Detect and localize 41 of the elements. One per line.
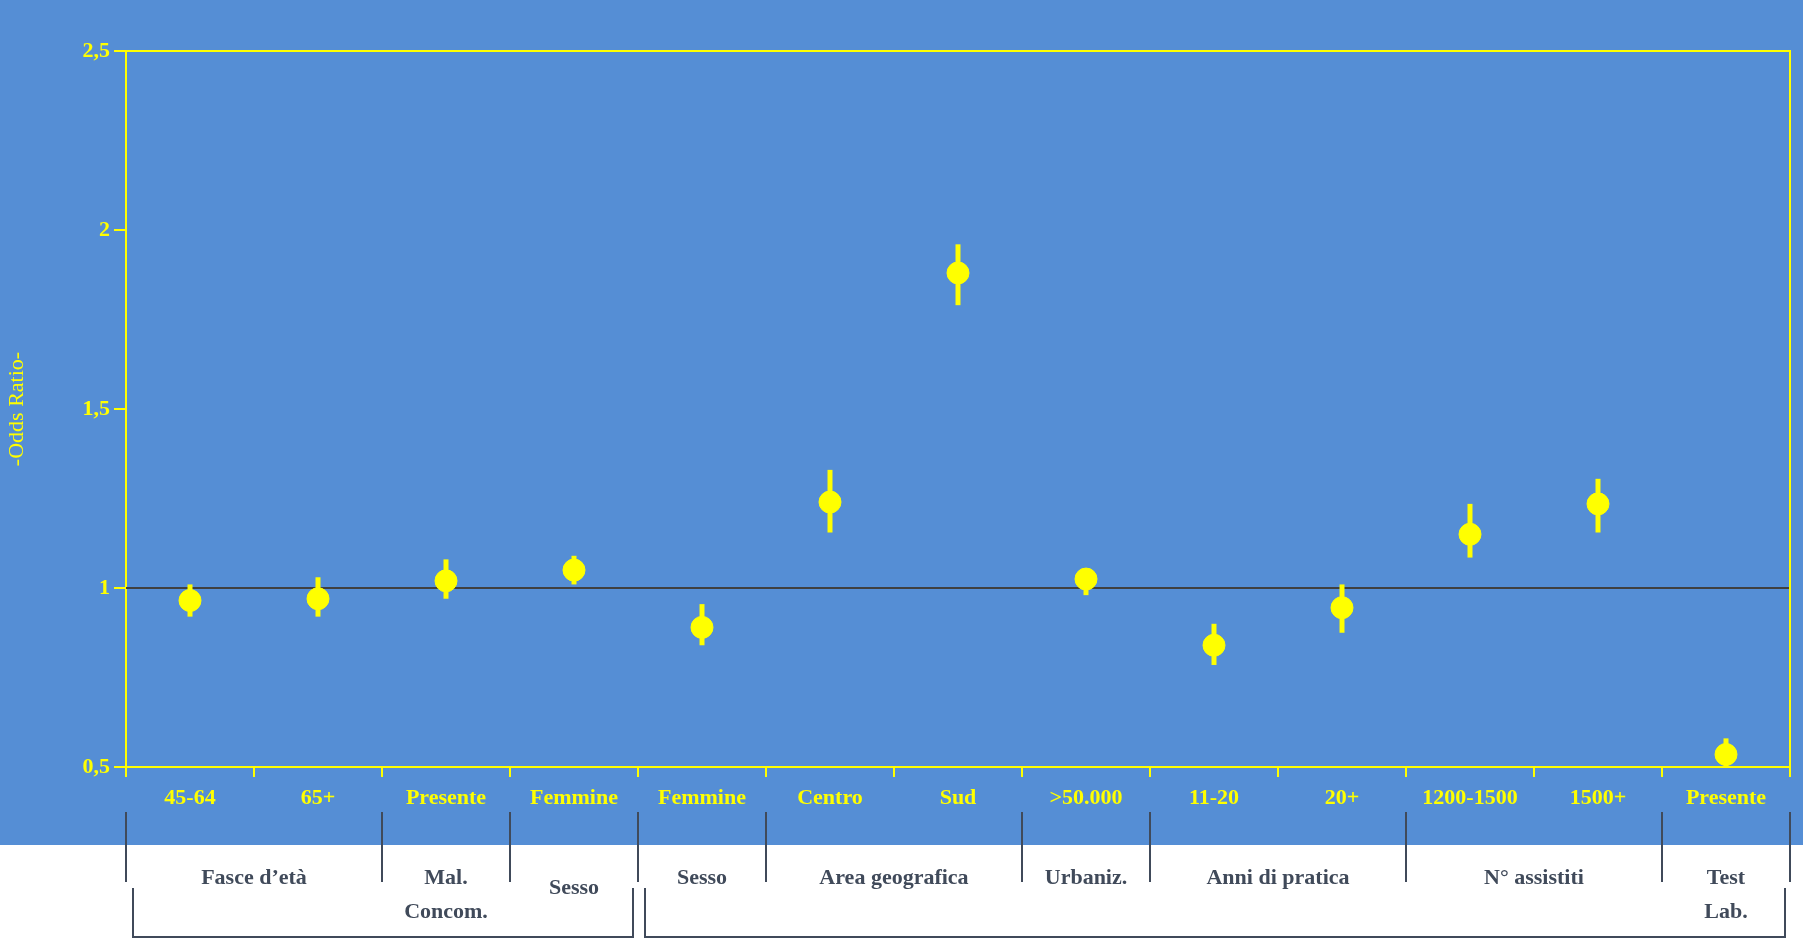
- text: Anni di pratica: [1205, 863, 1351, 891]
- text: Fasce d’età: [200, 863, 308, 891]
- y-tick-label: 2: [99, 215, 110, 241]
- point: [1202, 633, 1226, 657]
- point: [434, 569, 458, 593]
- x-tick-label: Presente: [1685, 783, 1767, 809]
- x-tick-label: Femmine: [530, 783, 619, 809]
- point: [562, 558, 586, 582]
- x-tick-label: 20+: [1324, 783, 1360, 809]
- text: Urbaniz.: [1043, 863, 1129, 891]
- x-tick-label: 11-20: [1188, 783, 1240, 809]
- y-tick-label: 2,5: [82, 36, 110, 62]
- point: [1330, 596, 1354, 620]
- text: Sesso: [675, 863, 729, 891]
- text: N° assistiti: [1483, 863, 1585, 891]
- x-tick-label: 1500+: [1569, 783, 1627, 809]
- point: [1074, 567, 1098, 591]
- text: Sesso: [547, 873, 601, 901]
- point: [946, 261, 970, 285]
- x-tick-label: Centro: [797, 783, 863, 809]
- x-tick-label: 45-64: [164, 783, 216, 809]
- x-tick-label: Femmine: [658, 783, 747, 809]
- point: [1458, 522, 1482, 546]
- x-tick-label: >50.000: [1049, 783, 1123, 809]
- x-tick-label: 65+: [300, 783, 336, 809]
- point: [1586, 492, 1610, 516]
- text: Mal. Concom.: [403, 863, 489, 925]
- text: Area geografica: [818, 863, 970, 891]
- point: [818, 490, 842, 514]
- y-tick-label: 1,5: [82, 394, 110, 420]
- x-tick-label: 1200-1500: [1422, 783, 1518, 809]
- point: [1714, 742, 1738, 766]
- y-tick-label: 0,5: [82, 752, 110, 778]
- x-tick-label: Presente: [405, 783, 487, 809]
- point: [178, 589, 202, 613]
- x-tick-label: Sud: [939, 783, 977, 809]
- text: Test Lab.: [1703, 863, 1749, 925]
- point: [306, 587, 330, 611]
- y-tick-label: 1: [99, 573, 110, 599]
- point: [690, 615, 714, 639]
- y-axis-title: -Odds Ratio-: [2, 351, 28, 467]
